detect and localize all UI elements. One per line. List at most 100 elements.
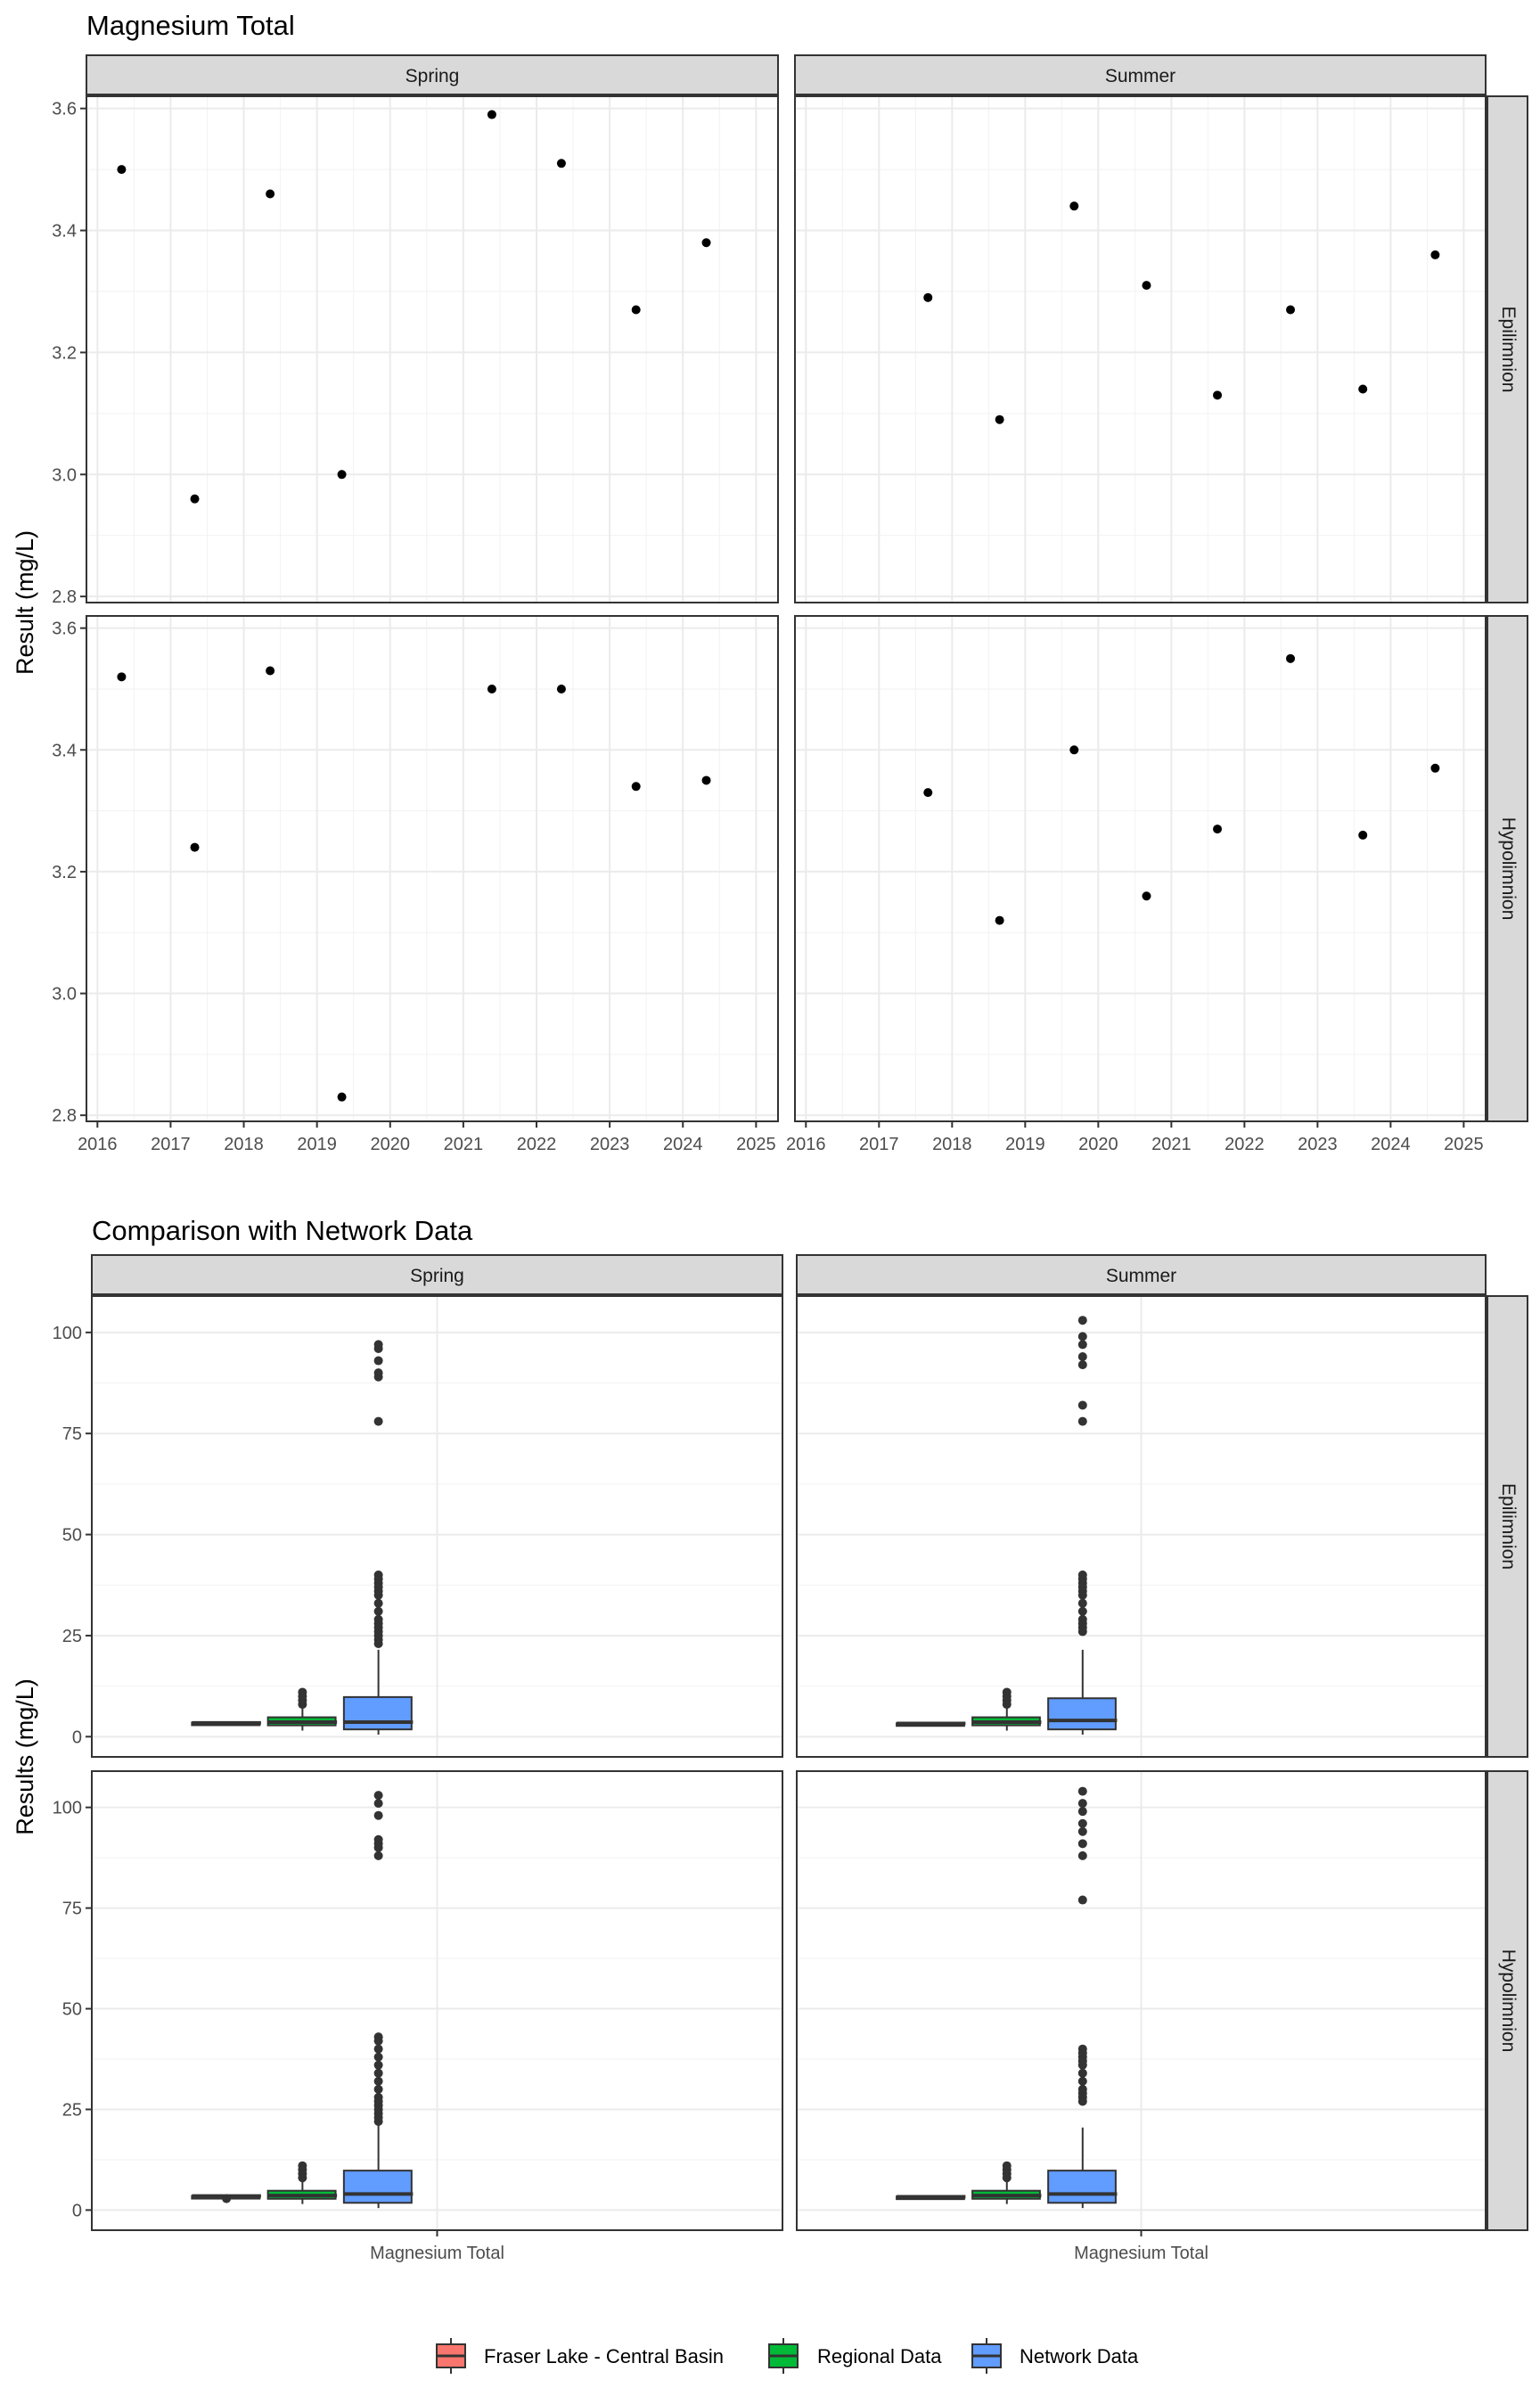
x-tick-label: 2022 (517, 1135, 557, 1154)
facet-panel-hypolimnion-summer: Magnesium Total (796, 1770, 1487, 2263)
x-tick-label: 2018 (224, 1135, 264, 1154)
outlier-point (222, 2194, 232, 2203)
y-tick-label: 0 (72, 1727, 82, 1747)
facet-panel-hypolimnion-spring: 2.8 3.0 3.2 3.4 3.6 2016 2017 2018 2019 2020 2021 2… (52, 615, 779, 1154)
x-tick-label: 2022 (1225, 1135, 1265, 1154)
data-point (995, 414, 1004, 424)
y-tick-label: 100 (53, 1799, 82, 1818)
x-tick-label: 2024 (1371, 1135, 1411, 1154)
x-tick-label: 2016 (78, 1135, 118, 1154)
panel-border (796, 1295, 1487, 1758)
facet-panel-epilimnion-spring: 2.8 3.0 3.2 3.4 3.6 (52, 95, 779, 607)
outlier-point (373, 1791, 383, 1801)
y-tick-label: 3.6 (52, 100, 77, 119)
strip-label: Hypolimnion (1498, 1949, 1519, 2053)
strip-label: Hypolimnion (1498, 817, 1519, 921)
outlier-point (298, 1687, 307, 1697)
legend-label-network: Network Data (1020, 2345, 1139, 2367)
strip-top-row-1 (1487, 615, 1528, 1122)
outlier-point (373, 1340, 383, 1350)
box-iqr (342, 1695, 413, 1731)
outlier-point (1077, 1799, 1087, 1809)
outlier-point (1077, 1786, 1087, 1796)
x-tick-label: 2021 (444, 1135, 484, 1154)
data-point (1142, 891, 1151, 901)
outlier-point (373, 1416, 383, 1426)
y-tick-label: 50 (62, 2000, 82, 2020)
panel-border (86, 95, 779, 603)
chart-title: Magnesium Total (86, 10, 295, 41)
x-tick-label: 2021 (1151, 1135, 1192, 1154)
legend-label-regional: Regional Data (817, 2345, 942, 2367)
scatter-facet-panels: Spring Summer Epilimnion Hypolimnion 2.8 3.0 3… (52, 54, 1528, 1154)
outlier-point (1077, 1360, 1087, 1370)
data-point (117, 165, 127, 175)
outlier-point (1002, 1687, 1012, 1697)
y-tick-label: 3.4 (52, 741, 77, 760)
y-tick-label: 2.8 (52, 587, 77, 607)
data-point (266, 189, 275, 199)
legend: Fraser Lake - Central Basin Regional Dat… (436, 2338, 1139, 2374)
boxplot-facet-panels: Spring Summer Epilimnion Hypolimnion 0 25 50 75… (53, 1254, 1528, 2263)
box-iqr (342, 2170, 413, 2204)
legend-item-fraser: Fraser Lake - Central Basin (436, 2338, 724, 2374)
outlier-point (1077, 1850, 1087, 1860)
data-point (190, 494, 200, 504)
box-network-data (342, 1791, 414, 2209)
box-fraser-lake-central-basin (191, 1720, 261, 1727)
outlier-point (373, 1810, 383, 1820)
strip-top-col-1 (794, 54, 1487, 95)
outlier-point (1077, 1895, 1087, 1905)
data-point (631, 305, 641, 315)
box-fraser-lake-central-basin (191, 2194, 261, 2203)
facet-panel-hypolimnion-spring: 0 25 50 75 100 Magnesium Total (53, 1770, 783, 2263)
outlier-point (373, 1614, 383, 1624)
data-point (266, 666, 275, 676)
y-tick-label: 50 (62, 1526, 82, 1546)
outlier-point (1077, 1606, 1087, 1616)
x-tick-label: 2019 (297, 1135, 337, 1154)
strip-bottom-col-1 (796, 1254, 1487, 1295)
strip-label: Spring (405, 66, 460, 86)
outlier-point (373, 1606, 383, 1616)
x-tick-label: 2016 (786, 1135, 826, 1154)
outlier-point (1077, 1332, 1087, 1342)
x-tick-label: 2019 (1005, 1135, 1045, 1154)
strip-bottom-col-0 (91, 1254, 783, 1295)
outlier-point (1077, 1826, 1087, 1836)
y-tick-label: 3.6 (52, 620, 77, 639)
data-point (1286, 653, 1296, 663)
outlier-point (1077, 2068, 1087, 2078)
outlier-point (373, 2068, 383, 2078)
box-regional-data (971, 2161, 1042, 2204)
data-point (117, 672, 127, 682)
data-point (1286, 305, 1296, 315)
data-point (995, 915, 1004, 925)
panel-border (86, 615, 779, 1122)
y-tick-label: 100 (53, 1324, 82, 1343)
strip-label: Epilimnion (1498, 1483, 1519, 1570)
outlier-point (1077, 2044, 1087, 2054)
box-regional-data (971, 1687, 1042, 1731)
outlier-point (373, 1368, 383, 1378)
data-point (556, 159, 566, 168)
data-point (1430, 763, 1440, 773)
y-tick-label: 0 (72, 2201, 82, 2220)
y-tick-label: 25 (62, 2100, 82, 2120)
outlier-point (373, 1799, 383, 1809)
x-tick-label: 2025 (1444, 1135, 1484, 1154)
y-tick-label: 3.4 (52, 222, 77, 242)
x-tick-label: 2025 (736, 1135, 776, 1154)
y-tick-label: 75 (62, 1900, 82, 1919)
outlier-point (1077, 1807, 1087, 1817)
data-point (923, 292, 933, 302)
x-tick-label: 2024 (663, 1135, 703, 1154)
outlier-point (1077, 1400, 1087, 1410)
outlier-point (1077, 1570, 1087, 1580)
strip-bottom-row-1 (1487, 1770, 1528, 2231)
data-point (1358, 384, 1368, 394)
x-tick-label: Magnesium Total (370, 2244, 504, 2263)
outlier-point (373, 2084, 383, 2094)
x-tick-label: 2023 (1298, 1135, 1338, 1154)
panel-border (794, 615, 1487, 1122)
